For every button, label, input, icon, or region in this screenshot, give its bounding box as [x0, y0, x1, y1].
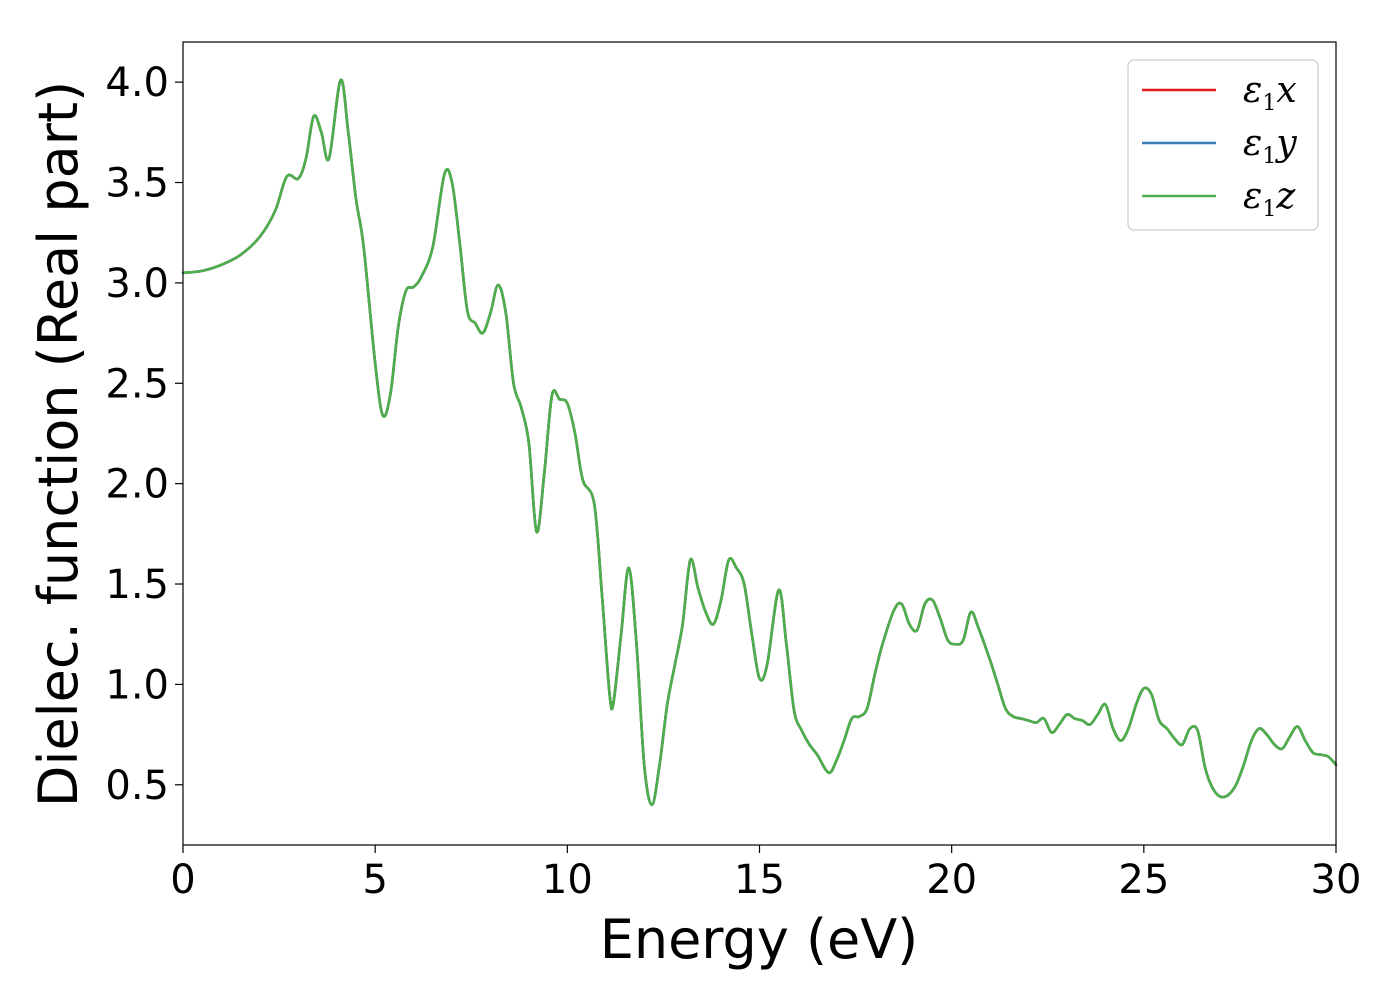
y-tick-label: 2.0: [105, 462, 169, 508]
x-tick-label: 0: [170, 857, 195, 903]
x-axis: 0 5 10 15 20 25 30: [170, 845, 1361, 903]
x-tick-label: 25: [1118, 857, 1169, 903]
x-tick-label: 20: [926, 857, 977, 903]
y-tick-label: 4.0: [105, 60, 169, 106]
x-axis-title: Energy (eV): [600, 908, 919, 971]
legend-entry-e1z-label: ε1z: [1243, 176, 1296, 222]
x-tick-label: 5: [362, 857, 387, 903]
y-tick-label: 3.0: [105, 261, 169, 307]
x-tick-label: 15: [734, 857, 785, 903]
y-tick-label: 1.5: [105, 562, 169, 608]
legend-entry-e1x-label: ε1x: [1243, 70, 1297, 116]
legend-entry-e1y-label: ε1y: [1243, 123, 1297, 169]
legend: ε1x ε1y ε1z: [1127, 59, 1319, 231]
x-tick-label: 30: [1311, 857, 1362, 903]
series-layer: [181, 78, 1338, 807]
y-tick-label: 3.5: [105, 161, 169, 207]
series-line-e1z: [181, 78, 1338, 807]
y-tick-label: 0.5: [105, 763, 169, 809]
y-axis: 0.5 1.0 1.5 2.0 2.5 3.0 3.5 4.0: [105, 60, 183, 809]
y-tick-label: 2.5: [105, 361, 169, 407]
y-tick-label: 1.0: [105, 662, 169, 708]
y-axis-title: Dielec. function (Real part): [27, 81, 90, 807]
x-tick-label: 10: [542, 857, 593, 903]
legend-box: [1127, 59, 1319, 231]
